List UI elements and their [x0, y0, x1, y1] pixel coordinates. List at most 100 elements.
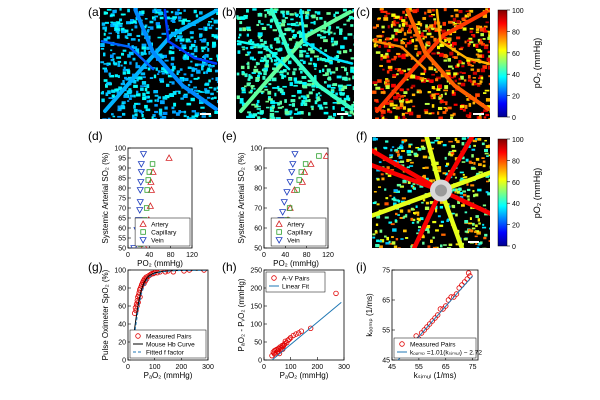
- legend-label: kₒₒₘₚ =1.01(kₛᵢₘᵤₗ) − 2.72: [410, 350, 482, 357]
- capillary-blob: [251, 41, 255, 44]
- capillary-blob: [452, 172, 456, 176]
- capillary-blob: [340, 115, 344, 119]
- capillary-blob: [247, 78, 251, 81]
- capillary-blob: [391, 236, 394, 239]
- capillary-blob: [170, 51, 175, 55]
- capillary-blob: [291, 30, 295, 33]
- optic-disc-map-f: [372, 137, 490, 248]
- capillary-blob: [347, 97, 351, 102]
- capillary-blob: [463, 237, 468, 241]
- vessel: [411, 188, 444, 248]
- data-point: [149, 161, 156, 167]
- capillary-blob: [379, 229, 383, 233]
- capillary-blob: [328, 31, 331, 36]
- capillary-blob: [478, 171, 483, 174]
- capillary-blob: [282, 13, 285, 18]
- capillary-blob: [480, 76, 484, 80]
- capillary-blob: [470, 64, 474, 67]
- capillary-blob: [299, 53, 304, 58]
- capillary-blob: [488, 40, 490, 44]
- capillary-blob: [281, 91, 286, 96]
- capillary-blob: [121, 13, 124, 16]
- capillary-blob: [302, 81, 307, 85]
- capillary-blob: [267, 10, 271, 14]
- capillary-blob: [217, 32, 218, 37]
- capillary-blob: [238, 36, 241, 39]
- capillary-blob: [444, 92, 447, 96]
- capillary-blob: [398, 24, 401, 28]
- capillary-blob: [275, 37, 280, 41]
- data-point: [136, 207, 144, 214]
- capillary-blob: [327, 117, 331, 119]
- capillary-blob: [193, 68, 198, 71]
- capillary-blob: [121, 102, 125, 105]
- capillary-blob: [408, 111, 414, 116]
- capillary-blob: [336, 50, 340, 54]
- x-tick-label: 120: [186, 252, 198, 259]
- y-tick-label: 85: [118, 176, 126, 183]
- capillary-blob: [343, 97, 349, 101]
- capillary-blob: [442, 53, 447, 58]
- capillary-blob: [140, 87, 144, 91]
- capillary-blob: [319, 17, 323, 20]
- capillary-blob: [241, 91, 246, 94]
- capillary-blob: [211, 77, 214, 80]
- capillary-blob: [317, 104, 323, 108]
- capillary-blob: [415, 211, 420, 214]
- capillary-blob: [117, 60, 122, 63]
- capillary-blob: [374, 44, 379, 47]
- capillary-blob: [410, 184, 413, 188]
- data-point: [440, 306, 446, 312]
- y-tick-label: 0: [258, 358, 262, 365]
- capillary-blob: [286, 23, 291, 26]
- capillary-blob: [451, 212, 455, 215]
- capillary-blob: [427, 245, 431, 248]
- capillary-blob: [199, 33, 203, 37]
- data-point: [139, 151, 148, 158]
- capillary-blob: [471, 83, 475, 86]
- y-tick-label: 250: [250, 268, 262, 275]
- capillary-blob: [106, 36, 111, 40]
- capillary-blob: [397, 153, 400, 157]
- capillary-blob: [416, 75, 420, 80]
- capillary-blob: [147, 28, 150, 32]
- capillary-blob: [183, 73, 187, 76]
- capillary-blob: [172, 18, 176, 21]
- capillary-blob: [333, 13, 336, 18]
- capillary-blob: [454, 176, 457, 179]
- capillary-blob: [428, 112, 432, 115]
- capillary-blob: [156, 9, 162, 13]
- capillary-blob: [406, 166, 410, 169]
- capillary-blob: [117, 105, 122, 110]
- legend-label: Capillary: [287, 230, 313, 237]
- capillary-blob: [466, 188, 471, 192]
- capillary-blob: [352, 86, 354, 90]
- capillary-blob: [107, 117, 111, 119]
- capillary-blob: [456, 19, 461, 24]
- capillary-blob: [391, 13, 396, 17]
- capillary-blob: [268, 83, 272, 86]
- capillary-blob: [215, 77, 218, 81]
- capillary-blob: [448, 140, 453, 143]
- capillary-blob: [160, 118, 165, 119]
- capillary-blob: [394, 21, 400, 24]
- capillary-blob: [385, 52, 389, 56]
- y-tick-label: 70: [254, 206, 262, 213]
- data-point: [282, 338, 289, 344]
- capillary-blob: [114, 27, 118, 29]
- capillary-blob: [192, 55, 198, 58]
- capillary-blob: [372, 81, 378, 85]
- x-axis-label: PₐO₂ (mmHg): [144, 371, 193, 380]
- capillary-blob: [216, 12, 218, 15]
- capillary-blob: [213, 35, 218, 39]
- capillary-blob: [118, 22, 123, 25]
- capillary-blob: [328, 115, 333, 119]
- capillary-blob: [470, 34, 476, 36]
- capillary-blob: [468, 103, 472, 107]
- capillary-blob: [458, 187, 462, 191]
- capillary-blob: [475, 138, 478, 141]
- capillary-blob: [373, 82, 378, 86]
- capillary-blob: [263, 67, 268, 72]
- capillary-blob: [303, 24, 308, 28]
- capillary-blob: [424, 46, 427, 50]
